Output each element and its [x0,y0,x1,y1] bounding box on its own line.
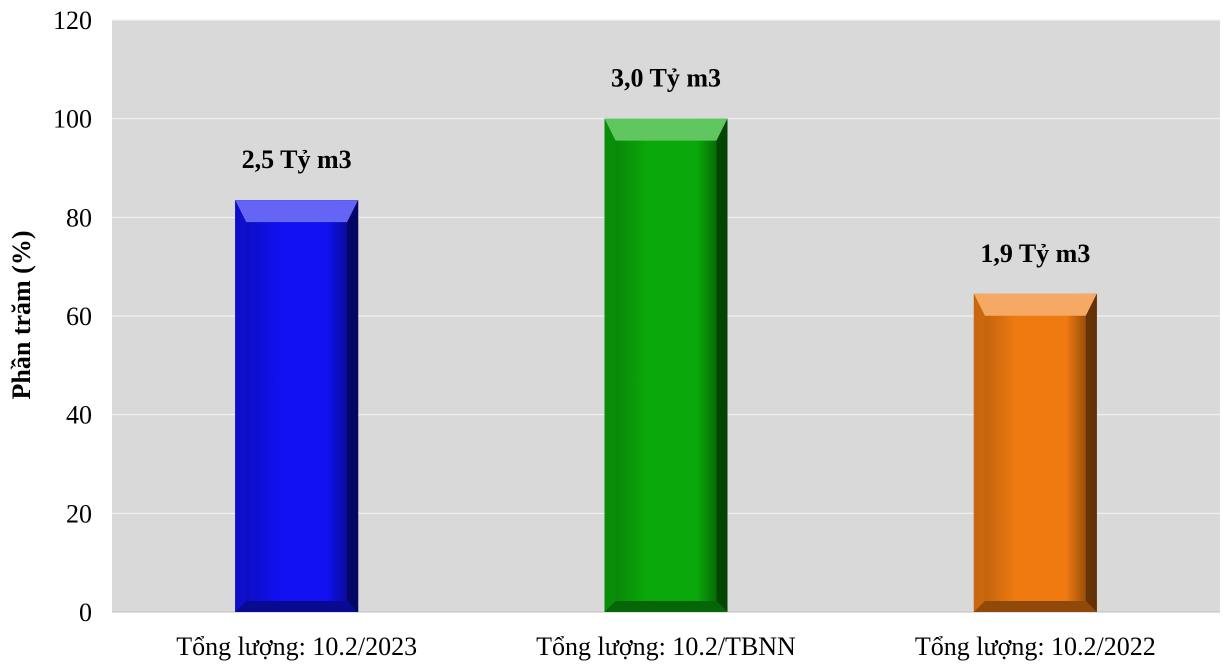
bar [973,293,1097,612]
x-category-label: Tổng lượng: 10.2/2023 [176,632,417,661]
y-tick-label: 60 [66,302,92,331]
y-axis-label: Phần trăm (%) [7,231,36,400]
y-tick-label: 40 [66,401,92,430]
data-labels: 2,5 Tỷ m3 3,0 Tỷ m3 1,9 Tỷ m3 [242,64,1091,268]
x-category-label: Tổng lượng: 10.2/2022 [915,632,1156,661]
y-tick-label: 120 [53,6,92,35]
bar [235,200,359,613]
data-label: 3,0 Tỷ m3 [611,64,721,93]
y-tick-label: 20 [66,499,92,528]
x-category-label: Tổng lượng: 10.2/TBNN [536,632,796,661]
bars [235,118,1097,613]
y-tick-label: 100 [53,105,92,134]
data-label: 2,5 Tỷ m3 [242,145,352,174]
bar [604,118,728,613]
x-axis-categories: Tổng lượng: 10.2/2023 Tổng lượng: 10.2/TB… [176,632,1156,661]
y-axis-ticks: 0 20 40 60 80 100 120 [53,6,92,627]
y-tick-label: 0 [79,598,92,627]
data-label: 1,9 Tỷ m3 [980,239,1090,268]
y-tick-label: 80 [66,203,92,232]
